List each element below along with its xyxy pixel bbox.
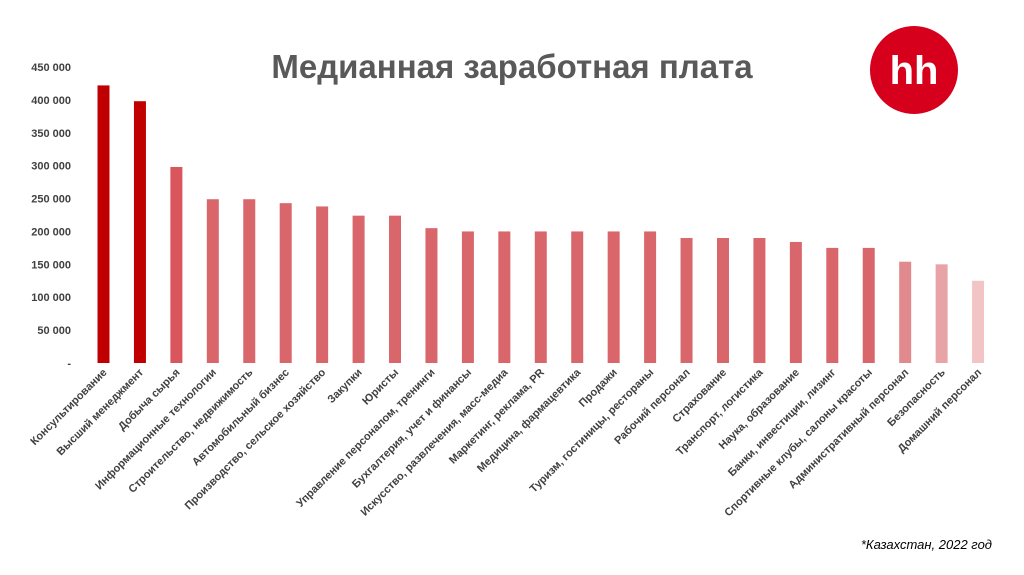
y-tick-label: 350 000 [31,128,71,140]
y-tick-label: 150 000 [31,259,71,271]
y-tick-label: 200 000 [31,226,71,238]
bar [425,228,438,363]
bar [206,199,219,363]
x-tick-label: Управление персоналом, тренинги [294,367,437,510]
bar [862,247,875,363]
y-tick-label: 300 000 [31,161,71,173]
bar [389,215,402,363]
bar [899,261,912,363]
footnote: *Казахстан, 2022 год [861,537,992,552]
y-tick-label: 450 000 [31,62,71,74]
bar [352,215,365,363]
bar [571,231,584,363]
bar [607,231,620,363]
bar [534,231,547,363]
bar [498,231,511,363]
y-axis: - 50 000 100 000 150 000 200 000 250 000 300 0… [31,62,71,370]
bar [316,206,329,363]
y-tick-label: - [67,358,71,370]
bar [935,264,948,363]
bar [680,238,693,363]
y-tick-label: 400 000 [31,95,71,107]
logo-circle [870,26,958,114]
bar [279,203,292,363]
bar [826,247,839,363]
bar [461,231,474,363]
y-tick-label: 100 000 [31,292,71,304]
y-tick-label: 50 000 [37,325,71,337]
chart-title: Медианная заработная плата [271,48,753,85]
bar [972,280,985,363]
bar [97,85,110,363]
x-tick-label: Закупки [325,367,364,406]
bar [170,166,183,363]
bar [133,101,146,364]
bar [243,199,256,363]
x-tick-label: Добыча сырья [116,367,182,433]
logo-text: hh [890,49,939,93]
bar [716,238,729,363]
y-tick-label: 250 000 [31,194,71,206]
bars [97,85,985,364]
bar [753,238,766,363]
bar [789,241,802,363]
hh-logo: hh [870,26,958,114]
bar [644,231,657,363]
